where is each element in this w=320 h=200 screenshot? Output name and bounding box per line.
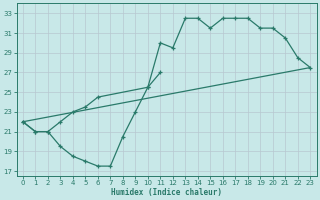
X-axis label: Humidex (Indice chaleur): Humidex (Indice chaleur) (111, 188, 222, 197)
